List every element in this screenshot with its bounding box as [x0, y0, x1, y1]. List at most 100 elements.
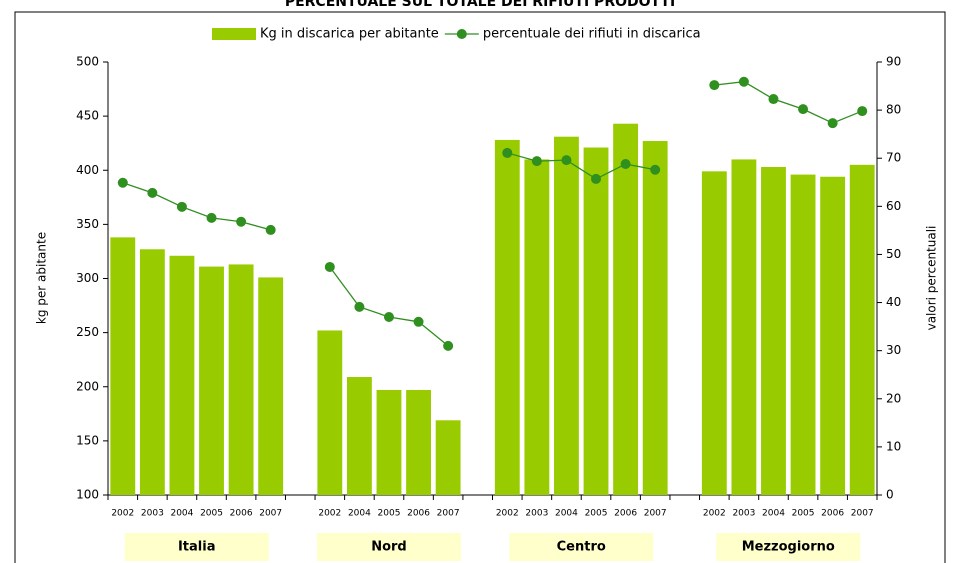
y2-axis-title: valori percentuali	[925, 226, 939, 331]
line-marker	[147, 187, 158, 198]
bar	[613, 123, 639, 495]
line-marker	[413, 316, 424, 327]
group-box	[316, 533, 461, 561]
line-marker	[768, 94, 779, 105]
bar	[228, 264, 254, 495]
bar	[761, 167, 786, 495]
x-tick-label: 2007	[259, 509, 282, 519]
x-tick-label: 2004	[555, 509, 578, 519]
y-tick-label: 150	[76, 433, 99, 447]
line-marker	[531, 156, 542, 167]
y-axis-title: kg per abitante	[35, 232, 49, 324]
line-marker	[324, 261, 335, 272]
bar	[642, 141, 668, 495]
x-tick-label: 2006	[821, 509, 844, 519]
bar	[820, 176, 846, 495]
line-marker	[354, 301, 365, 312]
group-box	[124, 533, 269, 561]
legend-swatch	[456, 29, 467, 39]
y2-tick-label: 40	[886, 295, 901, 309]
bar	[731, 159, 757, 496]
x-tick-label: 2006	[407, 509, 430, 519]
y2-tick-label: 0	[886, 488, 894, 502]
line-marker	[620, 158, 631, 169]
x-tick-label: 2004	[170, 509, 193, 519]
x-tick-label: 2005	[792, 509, 815, 519]
line-marker	[176, 201, 187, 212]
y-tick-label: 300	[76, 271, 99, 285]
line-marker	[236, 216, 247, 227]
line-marker	[502, 147, 513, 158]
x-tick-label: 2003	[141, 509, 164, 519]
legend-label: percentuale dei rifiuti in discarica	[483, 27, 701, 42]
y2-tick-label: 30	[886, 343, 901, 357]
x-tick-label: 2007	[437, 509, 460, 519]
bar	[790, 174, 816, 495]
group-box	[716, 533, 861, 561]
line-marker	[857, 106, 868, 117]
bar	[494, 139, 520, 495]
x-tick-label: 2002	[496, 509, 519, 519]
x-tick-label: 2007	[851, 509, 874, 519]
y-tick-label: 200	[76, 379, 99, 393]
y-tick-label: 400	[76, 163, 99, 177]
group-label: Centro	[557, 540, 606, 555]
line-marker	[709, 80, 720, 91]
x-tick-label: 2003	[525, 509, 548, 519]
line-marker	[591, 173, 602, 184]
line-marker	[206, 212, 217, 223]
x-tick-label: 2005	[585, 509, 608, 519]
bar	[406, 389, 431, 495]
bar	[701, 171, 727, 495]
x-tick-label: 2003	[732, 509, 755, 519]
x-tick-label: 2002	[111, 509, 134, 519]
y2-tick-label: 20	[886, 391, 901, 405]
line-marker	[561, 155, 572, 166]
x-tick-label: 2007	[644, 509, 667, 519]
y-tick-label: 450	[76, 109, 99, 123]
y-tick-label: 250	[76, 325, 99, 339]
line-marker	[383, 311, 394, 322]
group-label: Italia	[178, 540, 216, 555]
x-tick-label: 2006	[614, 509, 637, 519]
group-box	[509, 533, 654, 561]
x-tick-label: 2005	[378, 509, 401, 519]
bar	[849, 164, 875, 495]
line-marker	[650, 164, 661, 175]
x-tick-label: 2002	[703, 509, 726, 519]
line-marker	[443, 340, 454, 351]
y-tick-label: 100	[76, 488, 99, 502]
line-marker	[827, 118, 838, 129]
legend-swatch	[212, 28, 256, 40]
bar	[435, 420, 461, 495]
bar	[376, 389, 402, 495]
y2-tick-label: 80	[886, 103, 901, 117]
bar	[258, 277, 284, 495]
bar	[583, 147, 609, 495]
line-marker	[265, 224, 276, 235]
x-tick-label: 2002	[318, 509, 341, 519]
y2-tick-label: 90	[886, 55, 901, 69]
bar	[110, 237, 136, 496]
bar	[169, 255, 195, 495]
chart-title: PERCENTUALE SUL TOTALE DEI RIFIUTI PRODO…	[285, 0, 675, 10]
y-tick-label: 350	[76, 217, 99, 231]
line-marker	[117, 177, 128, 188]
y-tick-label: 500	[76, 55, 99, 69]
line-marker	[798, 104, 809, 115]
bar	[317, 330, 343, 495]
bar	[199, 266, 224, 495]
bar	[139, 249, 165, 495]
y2-tick-label: 10	[886, 439, 901, 453]
x-tick-label: 2005	[200, 509, 223, 519]
group-label: Mezzogiorno	[742, 540, 835, 555]
x-tick-label: 2004	[348, 509, 371, 519]
frame	[14, 11, 946, 563]
y2-tick-label: 60	[886, 199, 901, 213]
bar	[554, 136, 579, 495]
x-tick-label: 2006	[230, 509, 253, 519]
y2-tick-label: 70	[886, 151, 901, 165]
line-marker	[738, 76, 749, 87]
bar	[346, 377, 372, 495]
